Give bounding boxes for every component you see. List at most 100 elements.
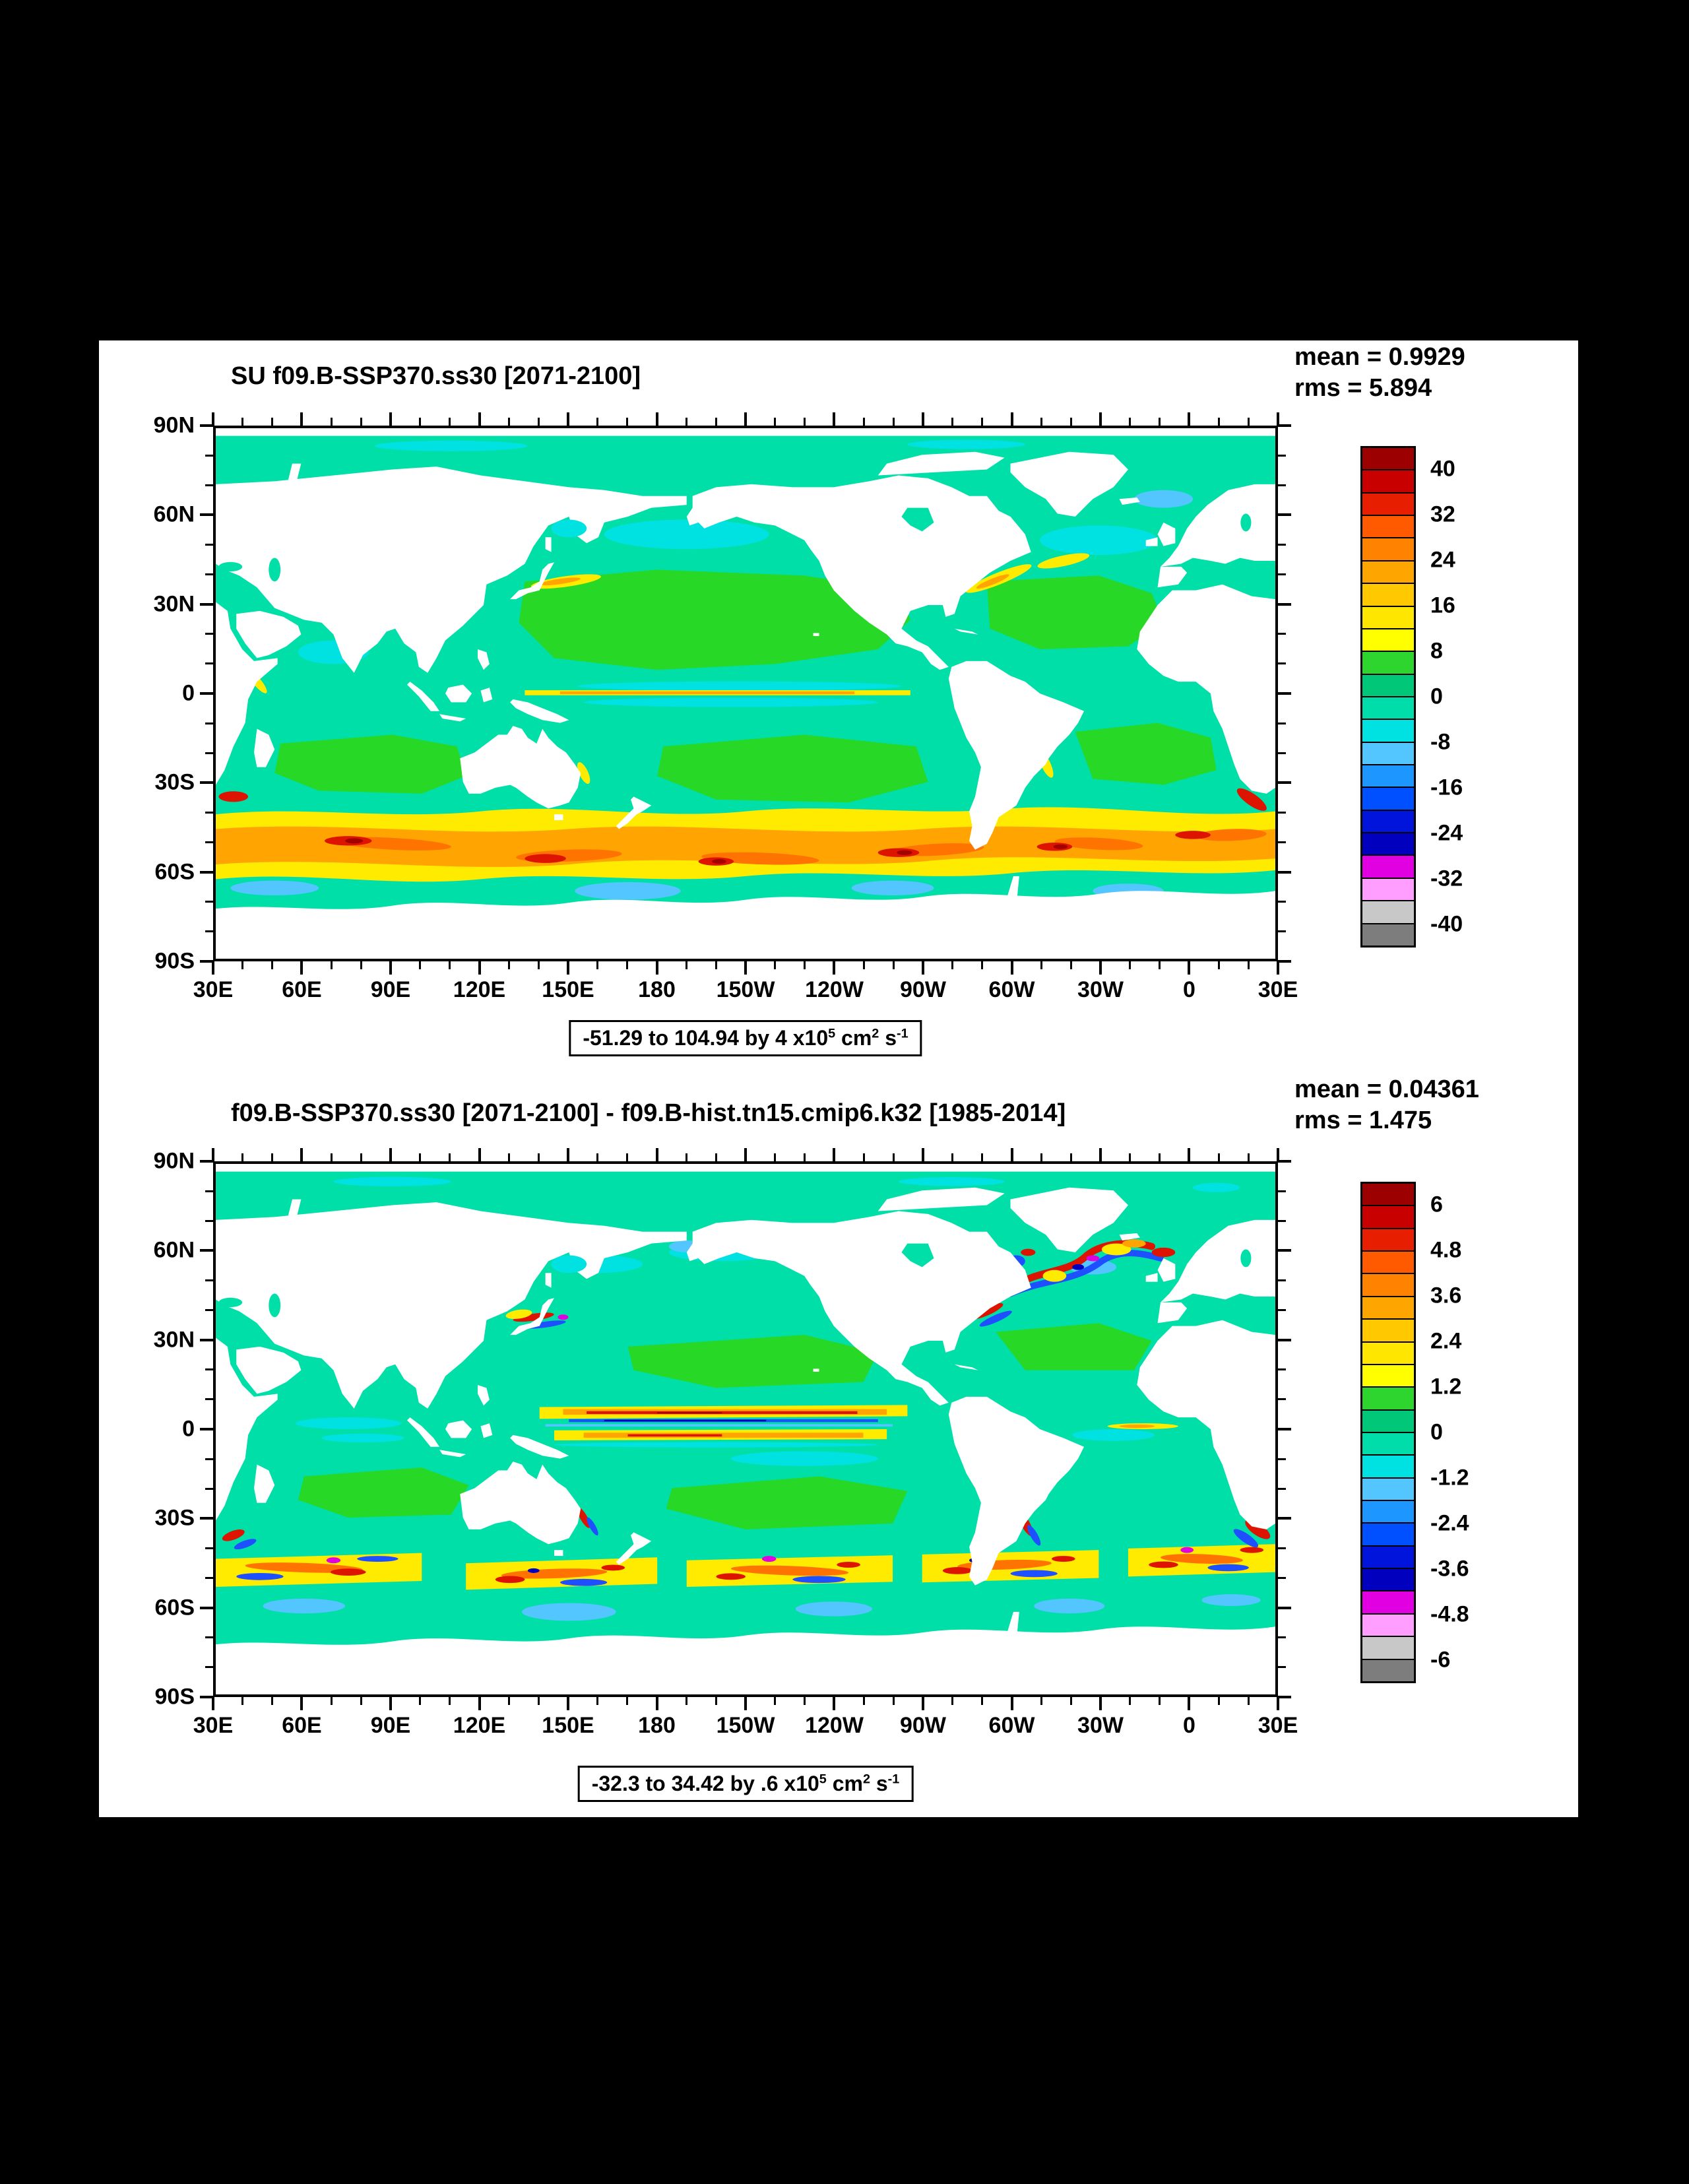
top-axis-tick [330, 418, 333, 426]
bottom-axis-tick [537, 961, 540, 969]
caption-range: -32.3 to 34.42 by .6 x10 [591, 1772, 819, 1795]
colorbar-cell [1362, 832, 1414, 855]
colorbar-cell [1362, 627, 1414, 651]
bottom-axis-tick [360, 961, 362, 969]
lon-tick-label: 120E [453, 977, 506, 1002]
bottom-axis-tick [1129, 1697, 1131, 1705]
right-axis-tick [1278, 692, 1291, 695]
left-axis-tick [205, 1458, 213, 1460]
plot2-mean: mean = 0.04361 [1294, 1076, 1479, 1103]
lat-tick-label: 90N [153, 1148, 195, 1174]
plot1-stats: mean = 0.9929 rms = 5.894 [1294, 342, 1465, 404]
colorbar-cell [1362, 1636, 1414, 1659]
top-axis-tick [655, 1148, 658, 1161]
right-axis-tick [1278, 424, 1291, 427]
lat-tick-label: 0 [182, 680, 195, 706]
top-axis-tick [1159, 1153, 1161, 1161]
left-axis-tick [205, 1547, 213, 1549]
colorbar-label: 0 [1430, 1419, 1443, 1445]
bottom-axis-tick [744, 961, 747, 975]
bottom-axis-tick [271, 961, 274, 969]
colorbar-label: 40 [1430, 456, 1455, 482]
bottom-axis-tick [892, 961, 895, 969]
top-axis-tick [655, 412, 658, 426]
lon-tick-label: 30E [193, 1713, 234, 1738]
colorbar-cell [1362, 719, 1414, 742]
colorbar-label: -6 [1430, 1647, 1451, 1673]
colorbar-cell [1362, 1273, 1414, 1296]
right-axis-tick [1278, 513, 1291, 517]
colorbar-cell [1362, 492, 1414, 515]
lat-tick-label: 90S [154, 948, 195, 974]
colorbar-label: -40 [1430, 911, 1463, 937]
bottom-axis-tick [1217, 961, 1220, 969]
bottom-axis-tick [1159, 961, 1161, 969]
colorbar-cell [1362, 695, 1414, 719]
right-axis-tick [1278, 1666, 1286, 1669]
top-axis-tick [566, 1148, 569, 1161]
bottom-axis-tick [1069, 1697, 1072, 1705]
bottom-axis-tick [833, 1697, 836, 1710]
bottom-axis-tick [981, 961, 984, 969]
right-axis-tick [1278, 454, 1286, 457]
lon-tick-label: 0 [1183, 977, 1195, 1002]
top-axis-tick [921, 412, 924, 426]
bottom-axis-tick [360, 1697, 362, 1705]
plot2-stats: mean = 0.04361 rms = 1.475 [1294, 1074, 1479, 1136]
top-axis-tick [774, 1153, 777, 1161]
lat-tick-label: 90N [153, 412, 195, 438]
left-axis-tick [205, 841, 213, 844]
left-axis-tick [205, 1666, 213, 1669]
top-axis-tick [804, 418, 806, 426]
lon-tick-label: 90W [900, 977, 946, 1002]
top-axis-tick [1069, 1153, 1072, 1161]
top-axis-tick [271, 418, 274, 426]
plot1-field [216, 439, 1275, 900]
right-axis-tick [1278, 1219, 1286, 1222]
bottom-axis-tick [449, 961, 451, 969]
colorbar-cell [1362, 764, 1414, 787]
top-axis-tick [537, 1153, 540, 1161]
right-axis-tick [1278, 811, 1286, 814]
bottom-axis-tick [626, 1697, 629, 1705]
left-axis-tick [205, 1219, 213, 1222]
plot1-colorbar-cells [1360, 446, 1416, 947]
colorbar-cell [1362, 787, 1414, 810]
bottom-axis-tick [626, 961, 629, 969]
right-axis-tick [1278, 1577, 1286, 1580]
colorbar-cell [1362, 1386, 1414, 1409]
bottom-axis-tick [596, 961, 599, 969]
caption-unit: cm [826, 1772, 863, 1795]
lon-tick-label: 30E [1258, 1713, 1298, 1738]
bottom-axis-tick [212, 961, 214, 975]
bottom-axis-tick [1247, 961, 1250, 969]
right-axis-tick [1278, 930, 1286, 933]
plot1-title: SU f09.B-SSP370.ss30 [2071-2100] [231, 362, 641, 390]
right-axis-tick [1278, 870, 1291, 874]
colorbar-label: -1.2 [1430, 1465, 1469, 1491]
top-axis-tick [981, 418, 984, 426]
top-axis-tick [1099, 1148, 1102, 1161]
top-axis-tick [360, 1153, 362, 1161]
colorbar-cell [1362, 673, 1414, 696]
left-axis-tick [200, 424, 213, 427]
bottom-axis-tick [862, 961, 865, 969]
colorbar-cell [1362, 1658, 1414, 1681]
right-axis-tick [1278, 1190, 1286, 1192]
caption-unit2: s [879, 1026, 897, 1050]
colorbar-label: -3.6 [1430, 1556, 1469, 1582]
top-axis-tick [537, 418, 540, 426]
top-axis-tick [330, 1153, 333, 1161]
lon-tick-label: 150E [542, 977, 594, 1002]
top-axis-tick [507, 1153, 510, 1161]
bottom-axis-tick [655, 1697, 658, 1710]
lon-tick-label: 120W [805, 1713, 864, 1738]
top-axis-tick [1040, 418, 1042, 426]
left-axis-tick [205, 1577, 213, 1580]
plot1-map-frame [213, 426, 1278, 961]
left-axis-tick [200, 1517, 213, 1520]
colorbar-cell [1362, 809, 1414, 833]
bottom-axis-tick [862, 1697, 865, 1705]
plot2-title: f09.B-SSP370.ss30 [2071-2100] - f09.B-hi… [231, 1099, 1066, 1127]
lon-tick-label: 150W [716, 977, 775, 1002]
